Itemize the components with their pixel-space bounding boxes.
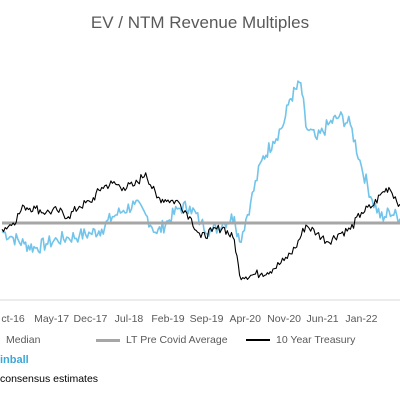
series-line-median (1, 80, 400, 254)
chart-title: EV / NTM Revenue Multiples (90, 13, 310, 32)
legend: Median LT Pre Covid Average 10 Year Trea… (0, 334, 400, 352)
legend-item-median: Median (0, 334, 40, 346)
x-tick-label: May-17 (34, 313, 70, 325)
x-tick-label: ct-16 (1, 313, 25, 325)
x-tick-label: Jul-18 (114, 313, 144, 325)
series-layer (1, 80, 400, 281)
x-tick-label: Apr-20 (229, 313, 261, 325)
legend-swatch-lt-avg (96, 338, 120, 342)
x-tick-label: Sep-19 (189, 313, 224, 325)
legend-item-lt-avg: LT Pre Covid Average (96, 334, 228, 346)
x-tick-label: Jan-22 (345, 313, 378, 325)
legend-label-median: Median (6, 334, 41, 346)
x-tick-label: Nov-20 (267, 313, 302, 325)
x-tick-label: Dec-17 (73, 313, 108, 325)
legend-item-treasury: 10 Year Treasury (246, 334, 355, 346)
x-tick-label: Feb-19 (151, 313, 185, 325)
legend-label-lt-avg: LT Pre Covid Average (126, 334, 228, 346)
legend-label-treasury: 10 Year Treasury (276, 334, 356, 346)
x-tick-label: Jun-21 (306, 313, 339, 325)
legend-swatch-treasury (246, 339, 270, 341)
brand-logo-text: inball (0, 354, 29, 366)
source-note: consensus estimates (0, 373, 99, 385)
series-line-10-year-treasury (1, 172, 400, 281)
